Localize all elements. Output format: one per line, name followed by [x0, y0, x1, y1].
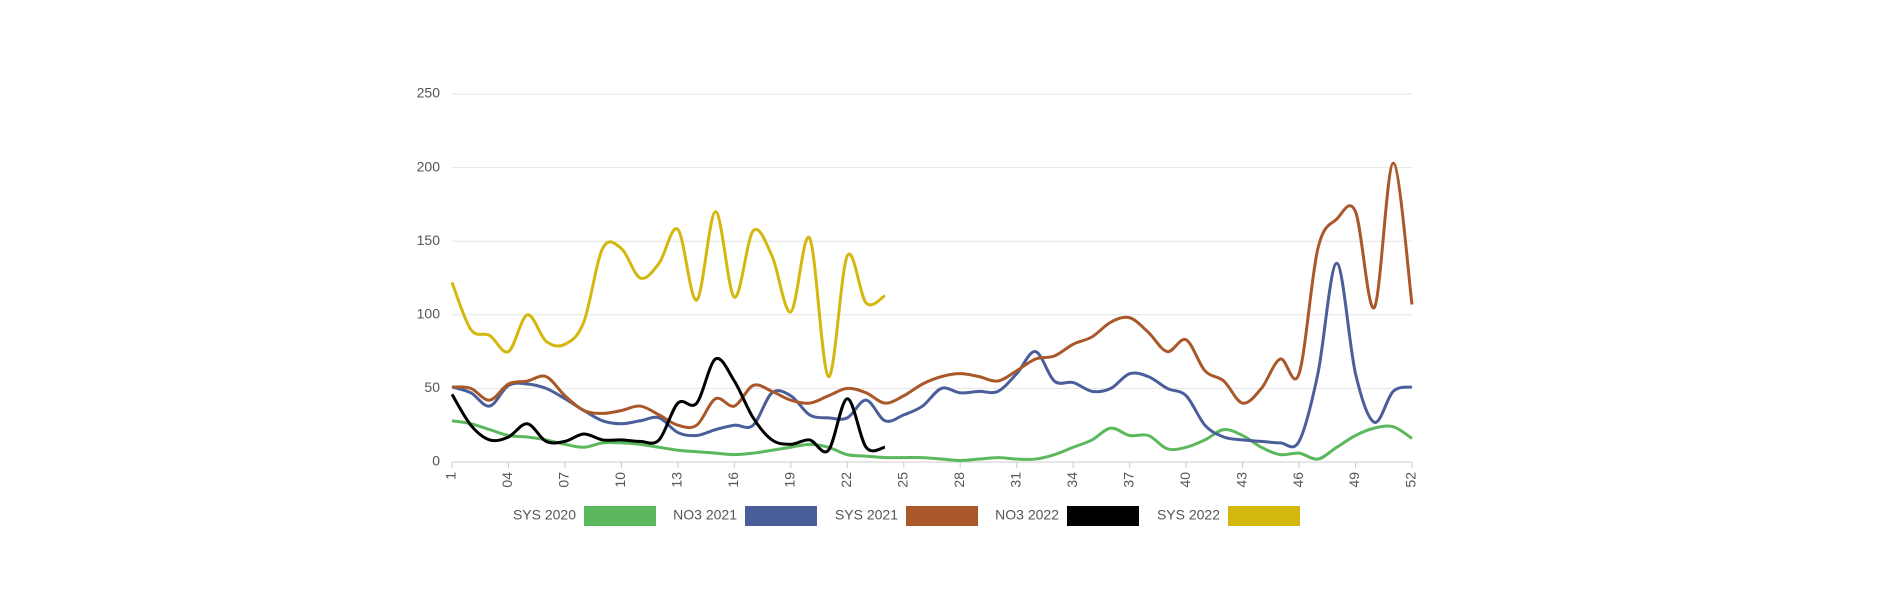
- x-tick-label: 28: [951, 472, 967, 488]
- y-tick-label: 50: [424, 379, 440, 395]
- x-tick-label: 34: [1064, 472, 1080, 488]
- x-tick-label: 37: [1120, 472, 1136, 488]
- legend-label: NO3 2022: [995, 507, 1059, 523]
- x-tick-label: 31: [1007, 472, 1023, 488]
- series-line: [450, 356, 886, 454]
- series-line: [451, 161, 1414, 430]
- x-tick-label: 07: [556, 472, 572, 488]
- x-tick-label: 1: [443, 472, 459, 480]
- x-tick-label: 52: [1403, 472, 1419, 488]
- legend-label: SYS 2022: [1157, 507, 1220, 523]
- x-tick-label: 10: [612, 472, 628, 488]
- series-line: [451, 261, 1413, 449]
- x-tick-label: 13: [669, 472, 685, 488]
- legend-label: SYS 2020: [513, 507, 576, 523]
- y-tick-label: 250: [417, 85, 441, 101]
- y-tick-label: 0: [432, 453, 440, 469]
- legend-swatch: [584, 506, 656, 526]
- x-tick-label: 49: [1346, 472, 1362, 488]
- x-tick-label: 22: [838, 472, 854, 488]
- legend-swatch: [906, 506, 978, 526]
- legend-swatch: [1067, 506, 1139, 526]
- x-tick-label: 46: [1290, 472, 1306, 488]
- series-line: [450, 210, 886, 379]
- y-tick-label: 150: [417, 232, 441, 248]
- legend-swatch: [1228, 506, 1300, 526]
- y-tick-label: 200: [417, 158, 441, 174]
- x-tick-label: 40: [1177, 472, 1193, 488]
- legend-label: NO3 2021: [673, 507, 737, 523]
- legend-swatch: [745, 506, 817, 526]
- legend-label: SYS 2021: [835, 507, 898, 523]
- x-tick-label: 43: [1233, 472, 1249, 488]
- x-tick-label: 25: [894, 472, 910, 488]
- x-tick-label: 04: [499, 472, 515, 488]
- x-tick-label: 19: [782, 472, 798, 488]
- y-tick-label: 100: [417, 306, 441, 322]
- x-tick-label: 16: [725, 472, 741, 488]
